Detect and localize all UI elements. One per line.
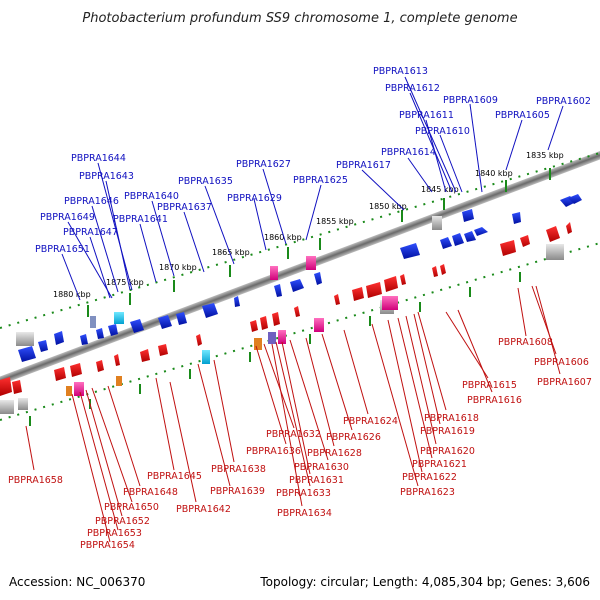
kbp-label-1865: 1865 kbp [212, 248, 250, 257]
gene-label-pbpra1630[interactable]: PBPRA1630 [294, 462, 349, 473]
gene-label-pbpra1614[interactable]: PBPRA1614 [381, 147, 436, 158]
gene-label-pbpra1648[interactable]: PBPRA1648 [123, 487, 178, 498]
gene-label-pbpra1647[interactable]: PBPRA1647 [63, 227, 118, 238]
gene-label-pbpra1606[interactable]: PBPRA1606 [534, 357, 589, 368]
gene-label-pbpra1615[interactable]: PBPRA1615 [462, 380, 517, 391]
kbp-label-1870: 1870 kbp [159, 263, 197, 272]
gene-label-pbpra1640[interactable]: PBPRA1640 [124, 191, 179, 202]
gene-label-pbpra1652[interactable]: PBPRA1652 [95, 516, 150, 527]
genome-track: 1835 kbp 1840 kbp 1845 kbp 1850 kbp 1855… [0, 66, 600, 551]
gene-label-pbpra1638[interactable]: PBPRA1638 [211, 464, 266, 475]
annotation-blocks [0, 216, 564, 414]
gene-label-pbpra1634[interactable]: PBPRA1634 [277, 508, 332, 519]
gene-label-pbpra1627[interactable]: PBPRA1627 [236, 159, 291, 170]
gene-label-pbpra1633[interactable]: PBPRA1633 [276, 488, 331, 499]
gene-label-pbpra1639[interactable]: PBPRA1639 [210, 486, 265, 497]
gene-label-pbpra1649[interactable]: PBPRA1649 [40, 212, 95, 223]
gene-label-pbpra1635[interactable]: PBPRA1635 [178, 176, 233, 187]
kbp-label-1860: 1860 kbp [264, 233, 302, 242]
gene-label-pbpra1607[interactable]: PBPRA1607 [537, 377, 592, 388]
gene-label-pbpra1611[interactable]: PBPRA1611 [399, 110, 454, 121]
gene-label-pbpra1608[interactable]: PBPRA1608 [498, 337, 553, 348]
gene-label-pbpra1625[interactable]: PBPRA1625 [293, 175, 348, 186]
gene-label-pbpra1619[interactable]: PBPRA1619 [420, 426, 475, 437]
gene-label-pbpra1628[interactable]: PBPRA1628 [307, 448, 362, 459]
gene-label-pbpra1636[interactable]: PBPRA1636 [246, 446, 301, 457]
gene-label-pbpra1616[interactable]: PBPRA1616 [467, 395, 522, 406]
top-gene-labels: PBPRA1613 PBPRA1612 PBPRA1611 PBPRA1610 … [35, 66, 591, 255]
kbp-label-1880: 1880 kbp [53, 290, 91, 299]
gene-label-pbpra1646[interactable]: PBPRA1646 [64, 196, 119, 207]
gene-label-pbpra1651[interactable]: PBPRA1651 [35, 244, 90, 255]
gene-label-pbpra1641[interactable]: PBPRA1641 [113, 214, 168, 225]
gene-label-pbpra1610[interactable]: PBPRA1610 [415, 126, 470, 137]
gene-label-pbpra1612[interactable]: PBPRA1612 [385, 83, 440, 94]
gene-label-pbpra1642[interactable]: PBPRA1642 [176, 504, 231, 515]
gene-label-pbpra1609[interactable]: PBPRA1609 [443, 95, 498, 106]
gene-label-pbpra1643[interactable]: PBPRA1643 [79, 171, 134, 182]
gene-label-pbpra1618[interactable]: PBPRA1618 [424, 413, 479, 424]
gene-label-pbpra1622[interactable]: PBPRA1622 [402, 472, 457, 483]
map-title: Photobacterium profundum SS9 chromosome … [82, 11, 517, 26]
kbp-label-1845: 1845 kbp [421, 185, 459, 194]
top-label-leaders [61, 76, 564, 301]
gene-label-pbpra1644[interactable]: PBPRA1644 [71, 153, 126, 164]
kbp-label-1855: 1855 kbp [316, 217, 354, 226]
gene-label-pbpra1613[interactable]: PBPRA1613 [373, 66, 428, 77]
gene-label-pbpra1621[interactable]: PBPRA1621 [412, 459, 467, 470]
gene-label-pbpra1605[interactable]: PBPRA1605 [495, 110, 550, 121]
gene-label-pbpra1624[interactable]: PBPRA1624 [343, 416, 398, 427]
gene-label-pbpra1631[interactable]: PBPRA1631 [289, 475, 344, 486]
gene-label-pbpra1620[interactable]: PBPRA1620 [420, 446, 475, 457]
forward-genes [18, 194, 582, 362]
gene-label-pbpra1658[interactable]: PBPRA1658 [8, 475, 63, 486]
gene-label-pbpra1650[interactable]: PBPRA1650 [104, 502, 159, 513]
gene-label-pbpra1617[interactable]: PBPRA1617 [336, 160, 391, 171]
gene-label-pbpra1623[interactable]: PBPRA1623 [400, 487, 455, 498]
bottom-label-leaders [25, 285, 561, 543]
gene-label-pbpra1654[interactable]: PBPRA1654 [80, 540, 135, 551]
gene-label-pbpra1653[interactable]: PBPRA1653 [87, 528, 142, 539]
summary-text: Topology: circular; Length: 4,085,304 bp… [259, 575, 590, 589]
gene-label-pbpra1632[interactable]: PBPRA1632 [266, 429, 321, 440]
gene-label-pbpra1637[interactable]: PBPRA1637 [157, 202, 212, 213]
gene-label-pbpra1629[interactable]: PBPRA1629 [227, 193, 282, 204]
kbp-label-1850: 1850 kbp [369, 202, 407, 211]
reverse-genes [0, 222, 572, 396]
gene-label-pbpra1626[interactable]: PBPRA1626 [326, 432, 381, 443]
gene-label-pbpra1602[interactable]: PBPRA1602 [536, 96, 591, 107]
gene-label-pbpra1645[interactable]: PBPRA1645 [147, 471, 202, 482]
bottom-gene-labels: PBPRA1608 PBPRA1606 PBPRA1607 PBPRA1615 … [8, 337, 592, 551]
kbp-ticks [29, 168, 551, 426]
backbone [0, 130, 600, 406]
kbp-label-1835: 1835 kbp [526, 151, 564, 160]
kbp-label-1875: 1875 kbp [106, 278, 144, 287]
kbp-label-1840: 1840 kbp [475, 169, 513, 178]
accession-text: Accession: NC_006370 [9, 575, 145, 589]
